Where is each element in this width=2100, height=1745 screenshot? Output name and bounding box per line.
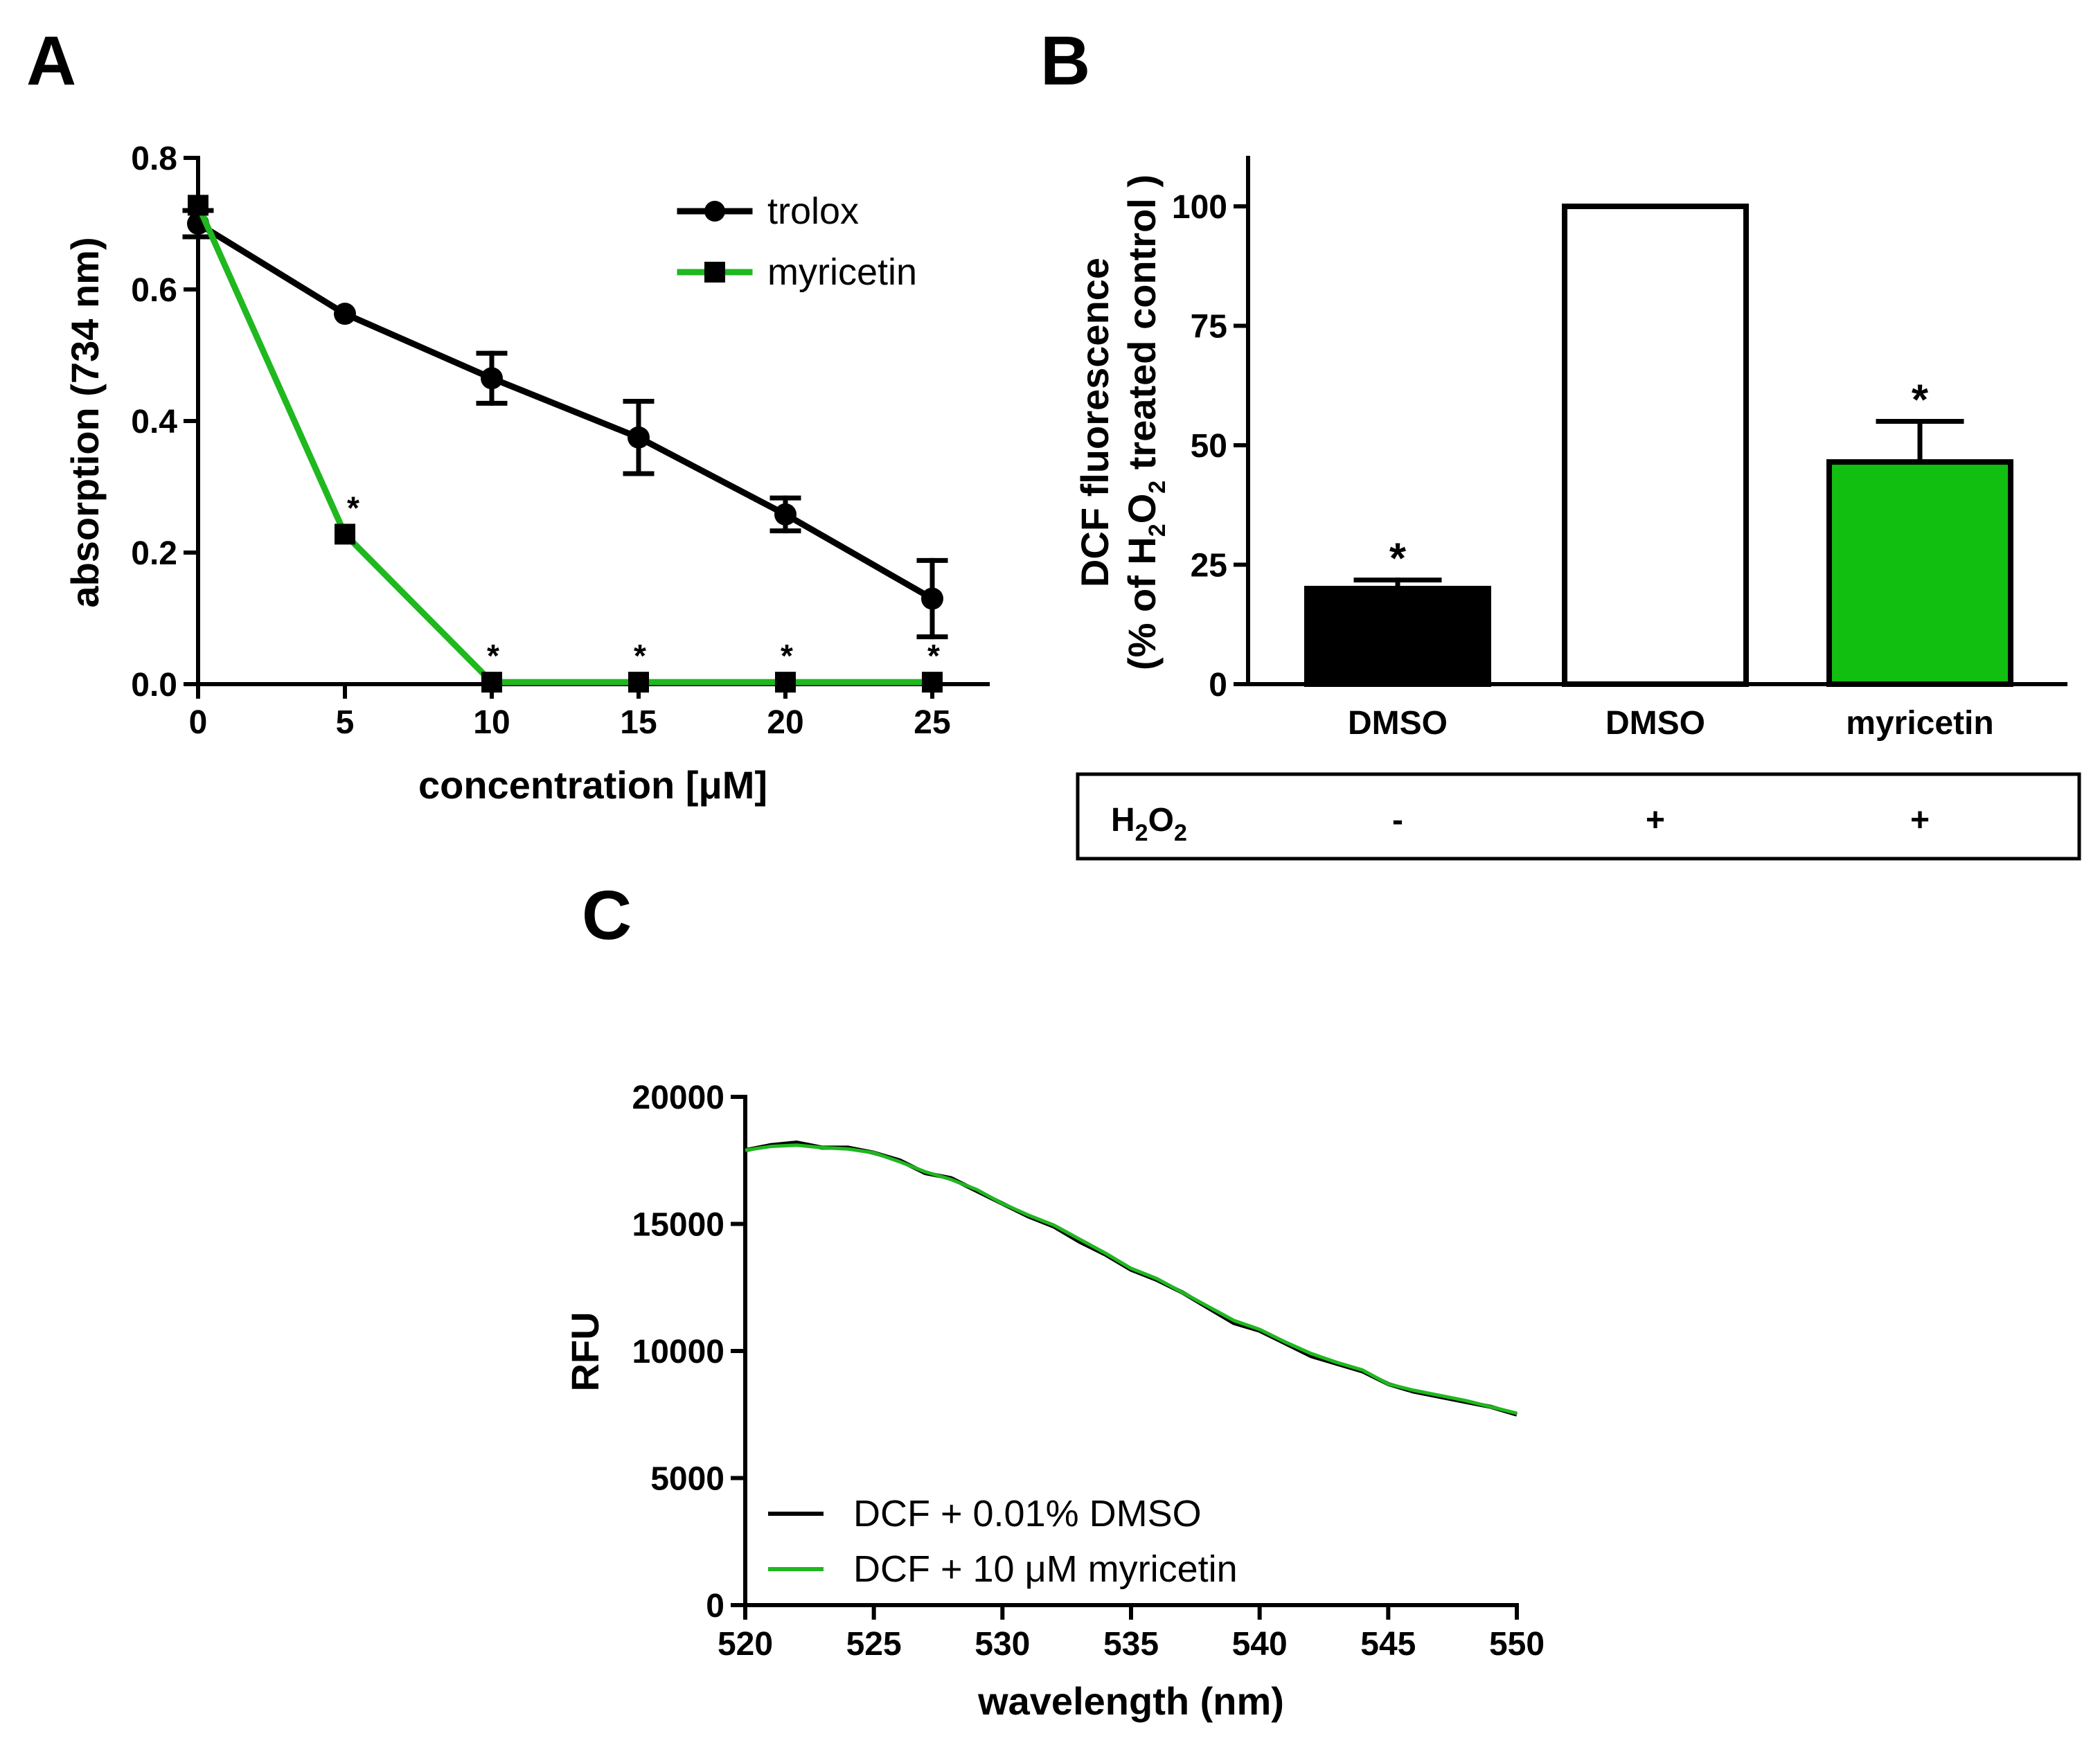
y-axis-title-part: 2 xyxy=(1144,524,1171,537)
x-tick-label: 15 xyxy=(620,704,657,741)
legend-trolox-label: trolox xyxy=(767,190,859,232)
y-axis-title: RFU xyxy=(563,1312,607,1391)
myricetin-line xyxy=(195,204,932,686)
significance-marker: * xyxy=(1912,377,1929,424)
y-tick-label: 50 xyxy=(1191,428,1227,465)
x-tick-label: 540 xyxy=(1232,1626,1288,1663)
y-axis-title-part: (% of H xyxy=(1120,537,1164,670)
x-tick-label: 535 xyxy=(1103,1626,1159,1663)
x-tick-label: 20 xyxy=(767,704,803,741)
y-axis-title-line2: (% of H2O2 treated control ) xyxy=(1120,174,1171,670)
panel-letter-c: C xyxy=(582,877,632,954)
bar xyxy=(1826,459,2013,688)
x-axis-title: concentration [μM] xyxy=(418,763,767,807)
legend-a: trolox myricetin xyxy=(677,190,917,293)
x-tick-label: 0 xyxy=(189,704,208,741)
y-tick-label: 15000 xyxy=(632,1207,724,1244)
x-tick-label: 5 xyxy=(336,704,355,741)
x-tick-label: 530 xyxy=(975,1626,1030,1663)
condition-box xyxy=(1076,772,2081,861)
y-axis-title-part: O xyxy=(1120,494,1164,524)
y-axis-title-line1: DCF fluorescence xyxy=(1073,258,1116,587)
significance-marker: * xyxy=(927,638,940,674)
y-tick-label: 10000 xyxy=(632,1334,724,1370)
legend-c: DCF + 0.01% DMSO DCF + 10 μM myricetin xyxy=(768,1493,1238,1590)
trolox-line xyxy=(196,221,934,602)
y-tick-label: 20000 xyxy=(632,1080,724,1116)
y-tick-label: 0 xyxy=(706,1588,724,1625)
category-label: DMSO xyxy=(1348,705,1448,742)
condition-value: - xyxy=(1392,802,1403,839)
trolox-point xyxy=(628,426,650,449)
condition-value: + xyxy=(1910,802,1930,839)
significance-marker: * xyxy=(634,638,646,674)
dmso-line xyxy=(745,1140,1518,1417)
x-tick-label: 10 xyxy=(473,704,510,741)
x-axis-title: wavelength (nm) xyxy=(977,1679,1284,1723)
legend-dmso-label: DCF + 0.01% DMSO xyxy=(853,1493,1202,1534)
significance-marker: * xyxy=(1389,535,1407,583)
chart-c: 0 5000 10000 15000 20000 520 525 530 535 540 545 55… xyxy=(563,1080,1545,1723)
category-label: DMSO xyxy=(1605,705,1705,742)
significance-marker: * xyxy=(347,490,359,526)
y-tick-label: 0.6 xyxy=(131,272,177,309)
chart-b: 0 25 50 75 100 * DMSO DMSO * myricetin DCF fluores… xyxy=(1073,156,2081,861)
condition-label-part: 2 xyxy=(1174,820,1187,846)
y-axis-title-part: treated control ) xyxy=(1120,174,1164,481)
myricetin-point xyxy=(481,672,502,693)
trolox-point xyxy=(481,367,503,390)
bar xyxy=(1562,204,1749,687)
myricetin-spectrum-line xyxy=(745,1143,1518,1415)
x-tick-label: 25 xyxy=(914,704,950,741)
y-tick-label: 25 xyxy=(1191,548,1227,584)
y-tick-label: 5000 xyxy=(650,1461,724,1498)
x-tick-label: 550 xyxy=(1489,1626,1545,1663)
y-tick-label: 75 xyxy=(1191,309,1227,346)
panel-letter-b: B xyxy=(1040,22,1090,100)
significance-marker: * xyxy=(781,638,793,674)
significance-marker: * xyxy=(487,638,499,674)
myricetin-point xyxy=(628,672,649,693)
myricetin-point xyxy=(188,195,208,216)
y-axis-title: absorption (734 nm) xyxy=(63,237,107,607)
x-tick-label: 545 xyxy=(1360,1626,1416,1663)
condition-table: H2O2- + + xyxy=(1076,772,2081,861)
y-tick-label: 0.8 xyxy=(131,141,177,177)
category-label: myricetin xyxy=(1846,705,1993,742)
legend-myricetin-label: myricetin xyxy=(767,251,917,293)
bar xyxy=(1304,586,1491,687)
trolox-point xyxy=(774,503,797,526)
y-tick-label: 0.2 xyxy=(131,535,177,572)
condition-value: + xyxy=(1646,802,1665,839)
condition-label-part: H xyxy=(1111,802,1135,839)
myricetin-point xyxy=(922,672,943,693)
y-tick-label: 0.4 xyxy=(131,404,177,440)
legend-myricetin-label: DCF + 10 μM myricetin xyxy=(853,1548,1238,1590)
y-axis-title-part: 2 xyxy=(1144,481,1171,494)
trolox-point xyxy=(334,303,356,325)
y-tick-label: 0 xyxy=(1209,667,1227,704)
condition-label-part: O xyxy=(1148,802,1174,839)
legend-trolox-marker xyxy=(704,201,725,222)
trolox-point xyxy=(921,587,943,610)
chart-a: 0.0 0.2 0.4 0.6 0.8 0 5 10 15 20 25 concentration [… xyxy=(63,141,990,807)
condition-label-part: 2 xyxy=(1135,820,1148,846)
panel-letter-a: A xyxy=(26,22,76,100)
legend-myricetin-marker xyxy=(704,262,725,283)
x-tick-label: 520 xyxy=(718,1626,773,1663)
condition-label: H2O2 xyxy=(1111,802,1187,846)
x-tick-label: 525 xyxy=(846,1626,902,1663)
myricetin-point xyxy=(775,672,796,693)
y-tick-label: 0.0 xyxy=(131,667,177,704)
myricetin-point xyxy=(335,524,355,545)
y-tick-label: 100 xyxy=(1172,189,1227,226)
